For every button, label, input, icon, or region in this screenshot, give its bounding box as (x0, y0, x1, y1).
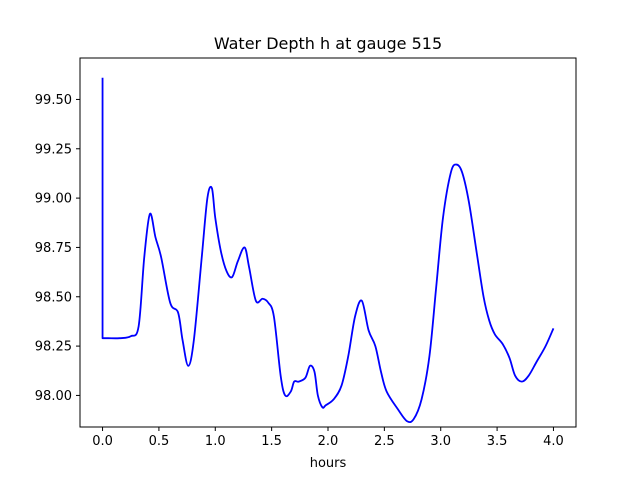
chart-title: Water Depth h at gauge 515 (214, 34, 442, 53)
x-tick-label: 2.5 (374, 434, 395, 449)
axes-frame (79, 57, 577, 428)
y-tick-label: 99.25 (35, 142, 72, 157)
x-tick-label: 2.0 (318, 434, 339, 449)
x-axis-label: hours (310, 456, 347, 471)
x-tick-label: 3.0 (430, 434, 451, 449)
x-tick-label: 0.5 (149, 434, 170, 449)
x-tick-label: 3.5 (487, 434, 508, 449)
plot-area (101, 77, 555, 424)
y-tick-label: 98.00 (35, 389, 72, 404)
y-tick-label: 99.00 (35, 192, 72, 207)
x-tick-label: 0.0 (92, 434, 113, 449)
axis-ticks: 0.0 0.5 1.0 1.5 2.0 2.5 3.0 3.5 4.0 98.00 98.25 98.… (35, 93, 564, 449)
y-tick-label: 99.50 (35, 93, 72, 108)
y-tick-label: 98.50 (35, 290, 72, 305)
x-tick-label: 1.0 (205, 434, 226, 449)
y-tick-label: 98.25 (35, 340, 72, 355)
x-tick-label: 4.0 (543, 434, 564, 449)
series-line (101, 77, 555, 424)
y-tick-label: 98.75 (35, 241, 72, 256)
x-tick-label: 1.5 (261, 434, 282, 449)
